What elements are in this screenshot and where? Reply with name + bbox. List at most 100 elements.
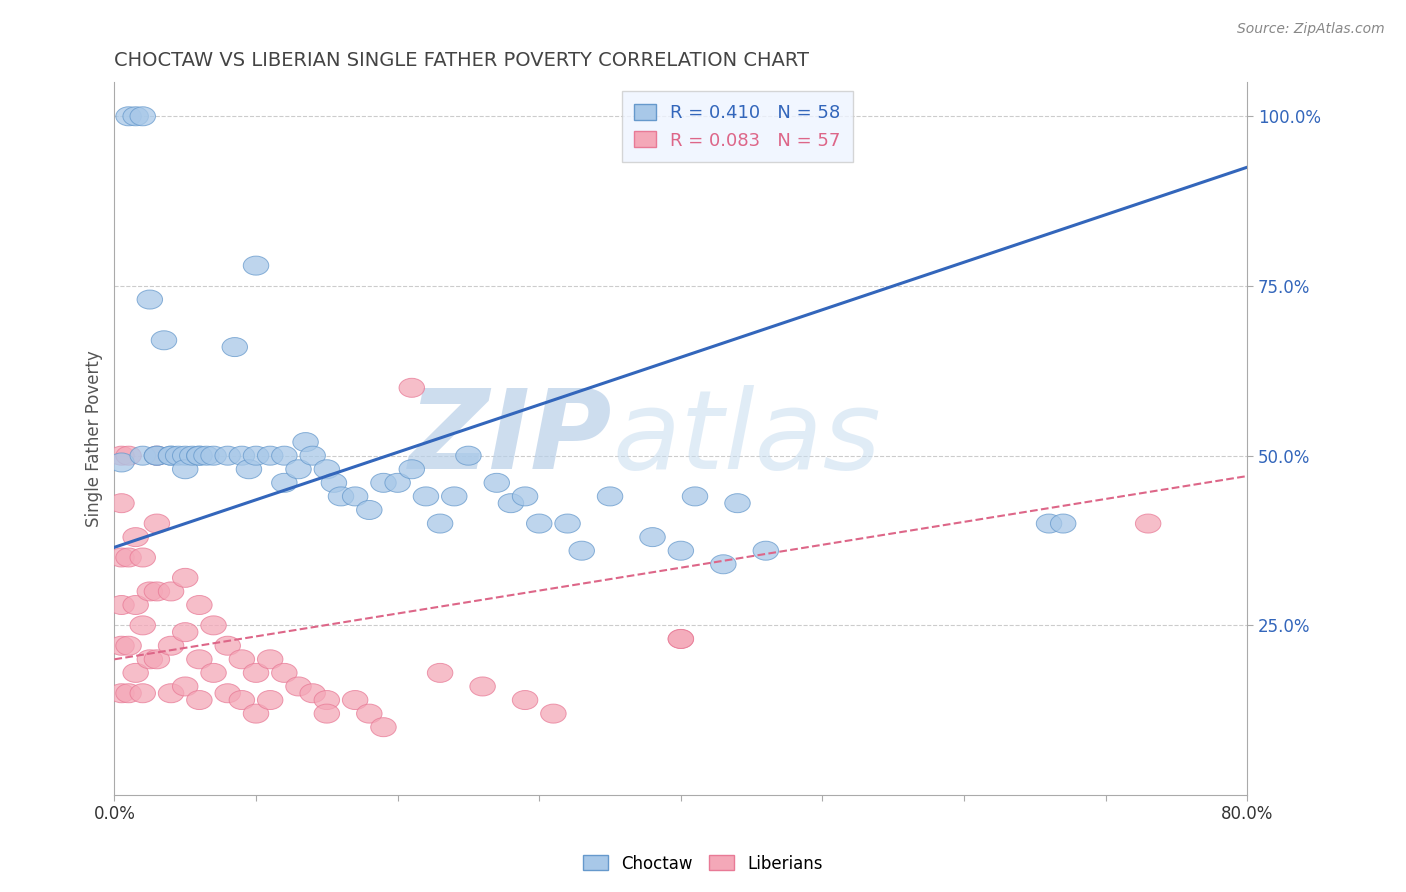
Ellipse shape [122,107,149,126]
Ellipse shape [555,514,581,533]
Ellipse shape [229,446,254,465]
Ellipse shape [145,446,170,465]
Ellipse shape [285,459,311,479]
Ellipse shape [569,541,595,560]
Ellipse shape [243,256,269,275]
Ellipse shape [257,649,283,669]
Ellipse shape [145,582,170,601]
Ellipse shape [145,446,170,465]
Ellipse shape [145,446,170,465]
Ellipse shape [512,690,538,709]
Ellipse shape [115,548,142,567]
Ellipse shape [512,487,538,506]
Ellipse shape [159,446,184,465]
Ellipse shape [215,636,240,656]
Ellipse shape [357,704,382,723]
Ellipse shape [314,704,340,723]
Text: CHOCTAW VS LIBERIAN SINGLE FATHER POVERTY CORRELATION CHART: CHOCTAW VS LIBERIAN SINGLE FATHER POVERT… [114,51,810,70]
Text: Source: ZipAtlas.com: Source: ZipAtlas.com [1237,22,1385,37]
Ellipse shape [357,500,382,519]
Ellipse shape [441,487,467,506]
Ellipse shape [187,596,212,615]
Ellipse shape [271,474,297,492]
Legend: R = 0.410   N = 58, R = 0.083   N = 57: R = 0.410 N = 58, R = 0.083 N = 57 [621,91,853,162]
Ellipse shape [194,446,219,465]
Ellipse shape [129,548,156,567]
Ellipse shape [724,493,751,513]
Ellipse shape [222,337,247,357]
Ellipse shape [201,446,226,465]
Ellipse shape [321,474,347,492]
Ellipse shape [541,704,567,723]
Ellipse shape [668,630,693,648]
Ellipse shape [314,690,340,709]
Ellipse shape [682,487,707,506]
Ellipse shape [243,704,269,723]
Ellipse shape [108,636,134,656]
Ellipse shape [1036,514,1062,533]
Ellipse shape [159,446,184,465]
Ellipse shape [115,446,142,465]
Ellipse shape [243,664,269,682]
Ellipse shape [136,649,163,669]
Ellipse shape [166,446,191,465]
Ellipse shape [668,630,693,648]
Ellipse shape [129,684,156,703]
Ellipse shape [427,664,453,682]
Ellipse shape [201,664,226,682]
Ellipse shape [115,107,142,126]
Ellipse shape [145,514,170,533]
Ellipse shape [173,459,198,479]
Ellipse shape [371,718,396,737]
Ellipse shape [173,568,198,587]
Ellipse shape [456,446,481,465]
Ellipse shape [108,493,134,513]
Ellipse shape [229,649,254,669]
Ellipse shape [754,541,779,560]
Ellipse shape [115,684,142,703]
Text: atlas: atlas [613,385,882,492]
Ellipse shape [187,690,212,709]
Ellipse shape [115,636,142,656]
Ellipse shape [285,677,311,696]
Ellipse shape [1050,514,1076,533]
Ellipse shape [215,446,240,465]
Ellipse shape [136,290,163,309]
Y-axis label: Single Father Poverty: Single Father Poverty [86,351,103,527]
Ellipse shape [299,446,325,465]
Ellipse shape [129,615,156,635]
Ellipse shape [122,596,149,615]
Ellipse shape [314,459,340,479]
Ellipse shape [399,378,425,397]
Ellipse shape [229,690,254,709]
Legend: Choctaw, Liberians: Choctaw, Liberians [576,848,830,880]
Ellipse shape [122,528,149,547]
Ellipse shape [173,677,198,696]
Ellipse shape [470,677,495,696]
Ellipse shape [427,514,453,533]
Ellipse shape [328,487,354,506]
Ellipse shape [108,446,134,465]
Ellipse shape [413,487,439,506]
Ellipse shape [108,453,134,472]
Ellipse shape [598,487,623,506]
Ellipse shape [159,636,184,656]
Ellipse shape [271,664,297,682]
Ellipse shape [271,446,297,465]
Ellipse shape [526,514,553,533]
Ellipse shape [399,459,425,479]
Ellipse shape [187,446,212,465]
Ellipse shape [136,582,163,601]
Ellipse shape [257,690,283,709]
Ellipse shape [484,474,509,492]
Ellipse shape [152,331,177,350]
Ellipse shape [108,684,134,703]
Ellipse shape [257,446,283,465]
Ellipse shape [122,664,149,682]
Text: ZIP: ZIP [409,385,613,492]
Ellipse shape [668,541,693,560]
Ellipse shape [640,528,665,547]
Ellipse shape [173,446,198,465]
Ellipse shape [159,582,184,601]
Ellipse shape [343,487,368,506]
